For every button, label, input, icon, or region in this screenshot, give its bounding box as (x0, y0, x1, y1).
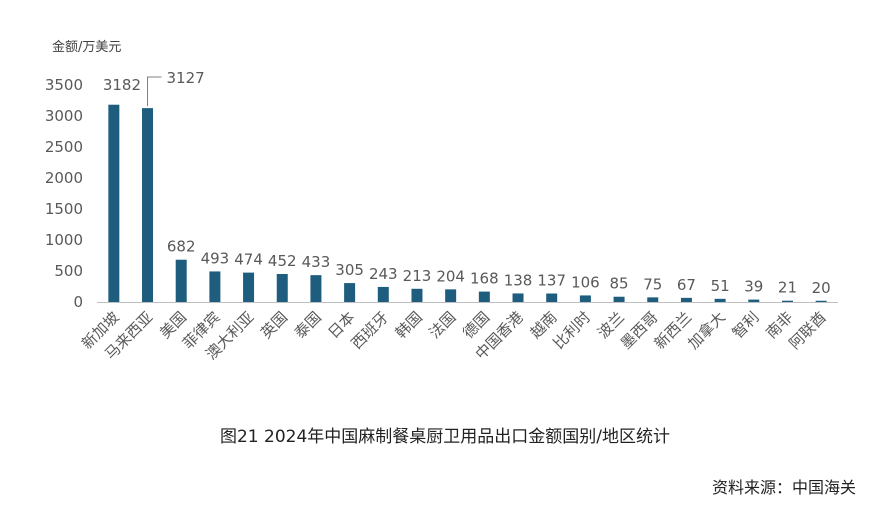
y-axis-label: 金额/万美元 (52, 39, 121, 55)
bar (748, 299, 760, 302)
bars (108, 104, 827, 302)
bar (546, 293, 558, 302)
category-label: 阿联酋 (785, 308, 830, 353)
category-label: 新西兰 (651, 308, 696, 353)
category-label: 智利 (729, 308, 763, 342)
bar (781, 300, 793, 302)
data-label: 75 (643, 275, 662, 293)
data-label: 243 (369, 265, 398, 283)
bar (108, 104, 120, 302)
bar (411, 288, 423, 302)
y-tick-label: 1500 (45, 200, 83, 218)
bar (478, 291, 490, 302)
data-label: 433 (302, 253, 331, 271)
data-label: 452 (268, 252, 297, 270)
y-tick-label: 3000 (45, 107, 83, 125)
y-tick-label: 500 (54, 262, 83, 280)
bar (579, 295, 591, 302)
bar (310, 275, 322, 302)
category-label: 韩国 (392, 308, 426, 342)
data-labels: 3182 3127 682 493 474 452 433 305 243 213 204 168 13… (100, 69, 831, 297)
category-label: 英国 (257, 308, 291, 342)
y-tick-label: 3500 (45, 76, 83, 94)
data-label: 138 (504, 271, 533, 289)
data-label: 20 (812, 279, 831, 297)
data-label: 213 (403, 267, 432, 285)
bar (714, 298, 726, 302)
data-label: 3127 (167, 69, 205, 87)
bar (647, 297, 659, 302)
bar (512, 293, 524, 302)
category-label: 比利时 (550, 308, 595, 353)
data-label: 51 (711, 277, 730, 295)
data-label: 493 (201, 249, 230, 267)
y-tick-label: 2500 (45, 138, 83, 156)
bar (276, 273, 288, 302)
label-background (100, 76, 147, 94)
bar (243, 272, 255, 302)
source-note: 资料来源：中国海关 (711, 478, 856, 497)
bar (680, 297, 692, 302)
data-label: 106 (571, 273, 600, 291)
y-tick-label: 0 (73, 293, 83, 311)
bar (377, 286, 389, 302)
y-axis-ticks: 0 500 1000 1500 2000 2500 3000 3500 (45, 76, 83, 311)
data-label: 39 (744, 278, 763, 296)
y-tick-label: 2000 (45, 169, 83, 187)
data-label: 204 (436, 267, 465, 285)
bar (209, 271, 221, 302)
bar (613, 296, 625, 302)
data-label: 682 (167, 238, 196, 256)
bar (445, 289, 457, 302)
category-label: 西班牙 (348, 308, 393, 353)
category-label: 泰国 (291, 308, 325, 342)
data-label: 137 (537, 272, 566, 290)
category-label: 墨西哥 (617, 308, 662, 353)
data-label: 168 (470, 270, 499, 288)
bar (344, 283, 356, 302)
bar (815, 300, 827, 302)
figure-caption: 图21 2024年中国麻制餐桌厨卫用品出口金额国别/地区统计 (219, 427, 671, 447)
category-label: 法国 (426, 308, 460, 342)
data-label: 305 (335, 261, 364, 279)
data-label: 85 (610, 275, 629, 293)
bar (175, 259, 187, 302)
bar (142, 108, 154, 302)
data-label: 474 (234, 251, 263, 269)
y-tick-label: 1000 (45, 231, 83, 249)
leader-line (147, 76, 162, 107)
data-label: 3182 (103, 76, 141, 94)
data-label: 67 (677, 276, 696, 294)
category-label: 加拿大 (684, 308, 729, 353)
data-label: 21 (778, 279, 797, 297)
